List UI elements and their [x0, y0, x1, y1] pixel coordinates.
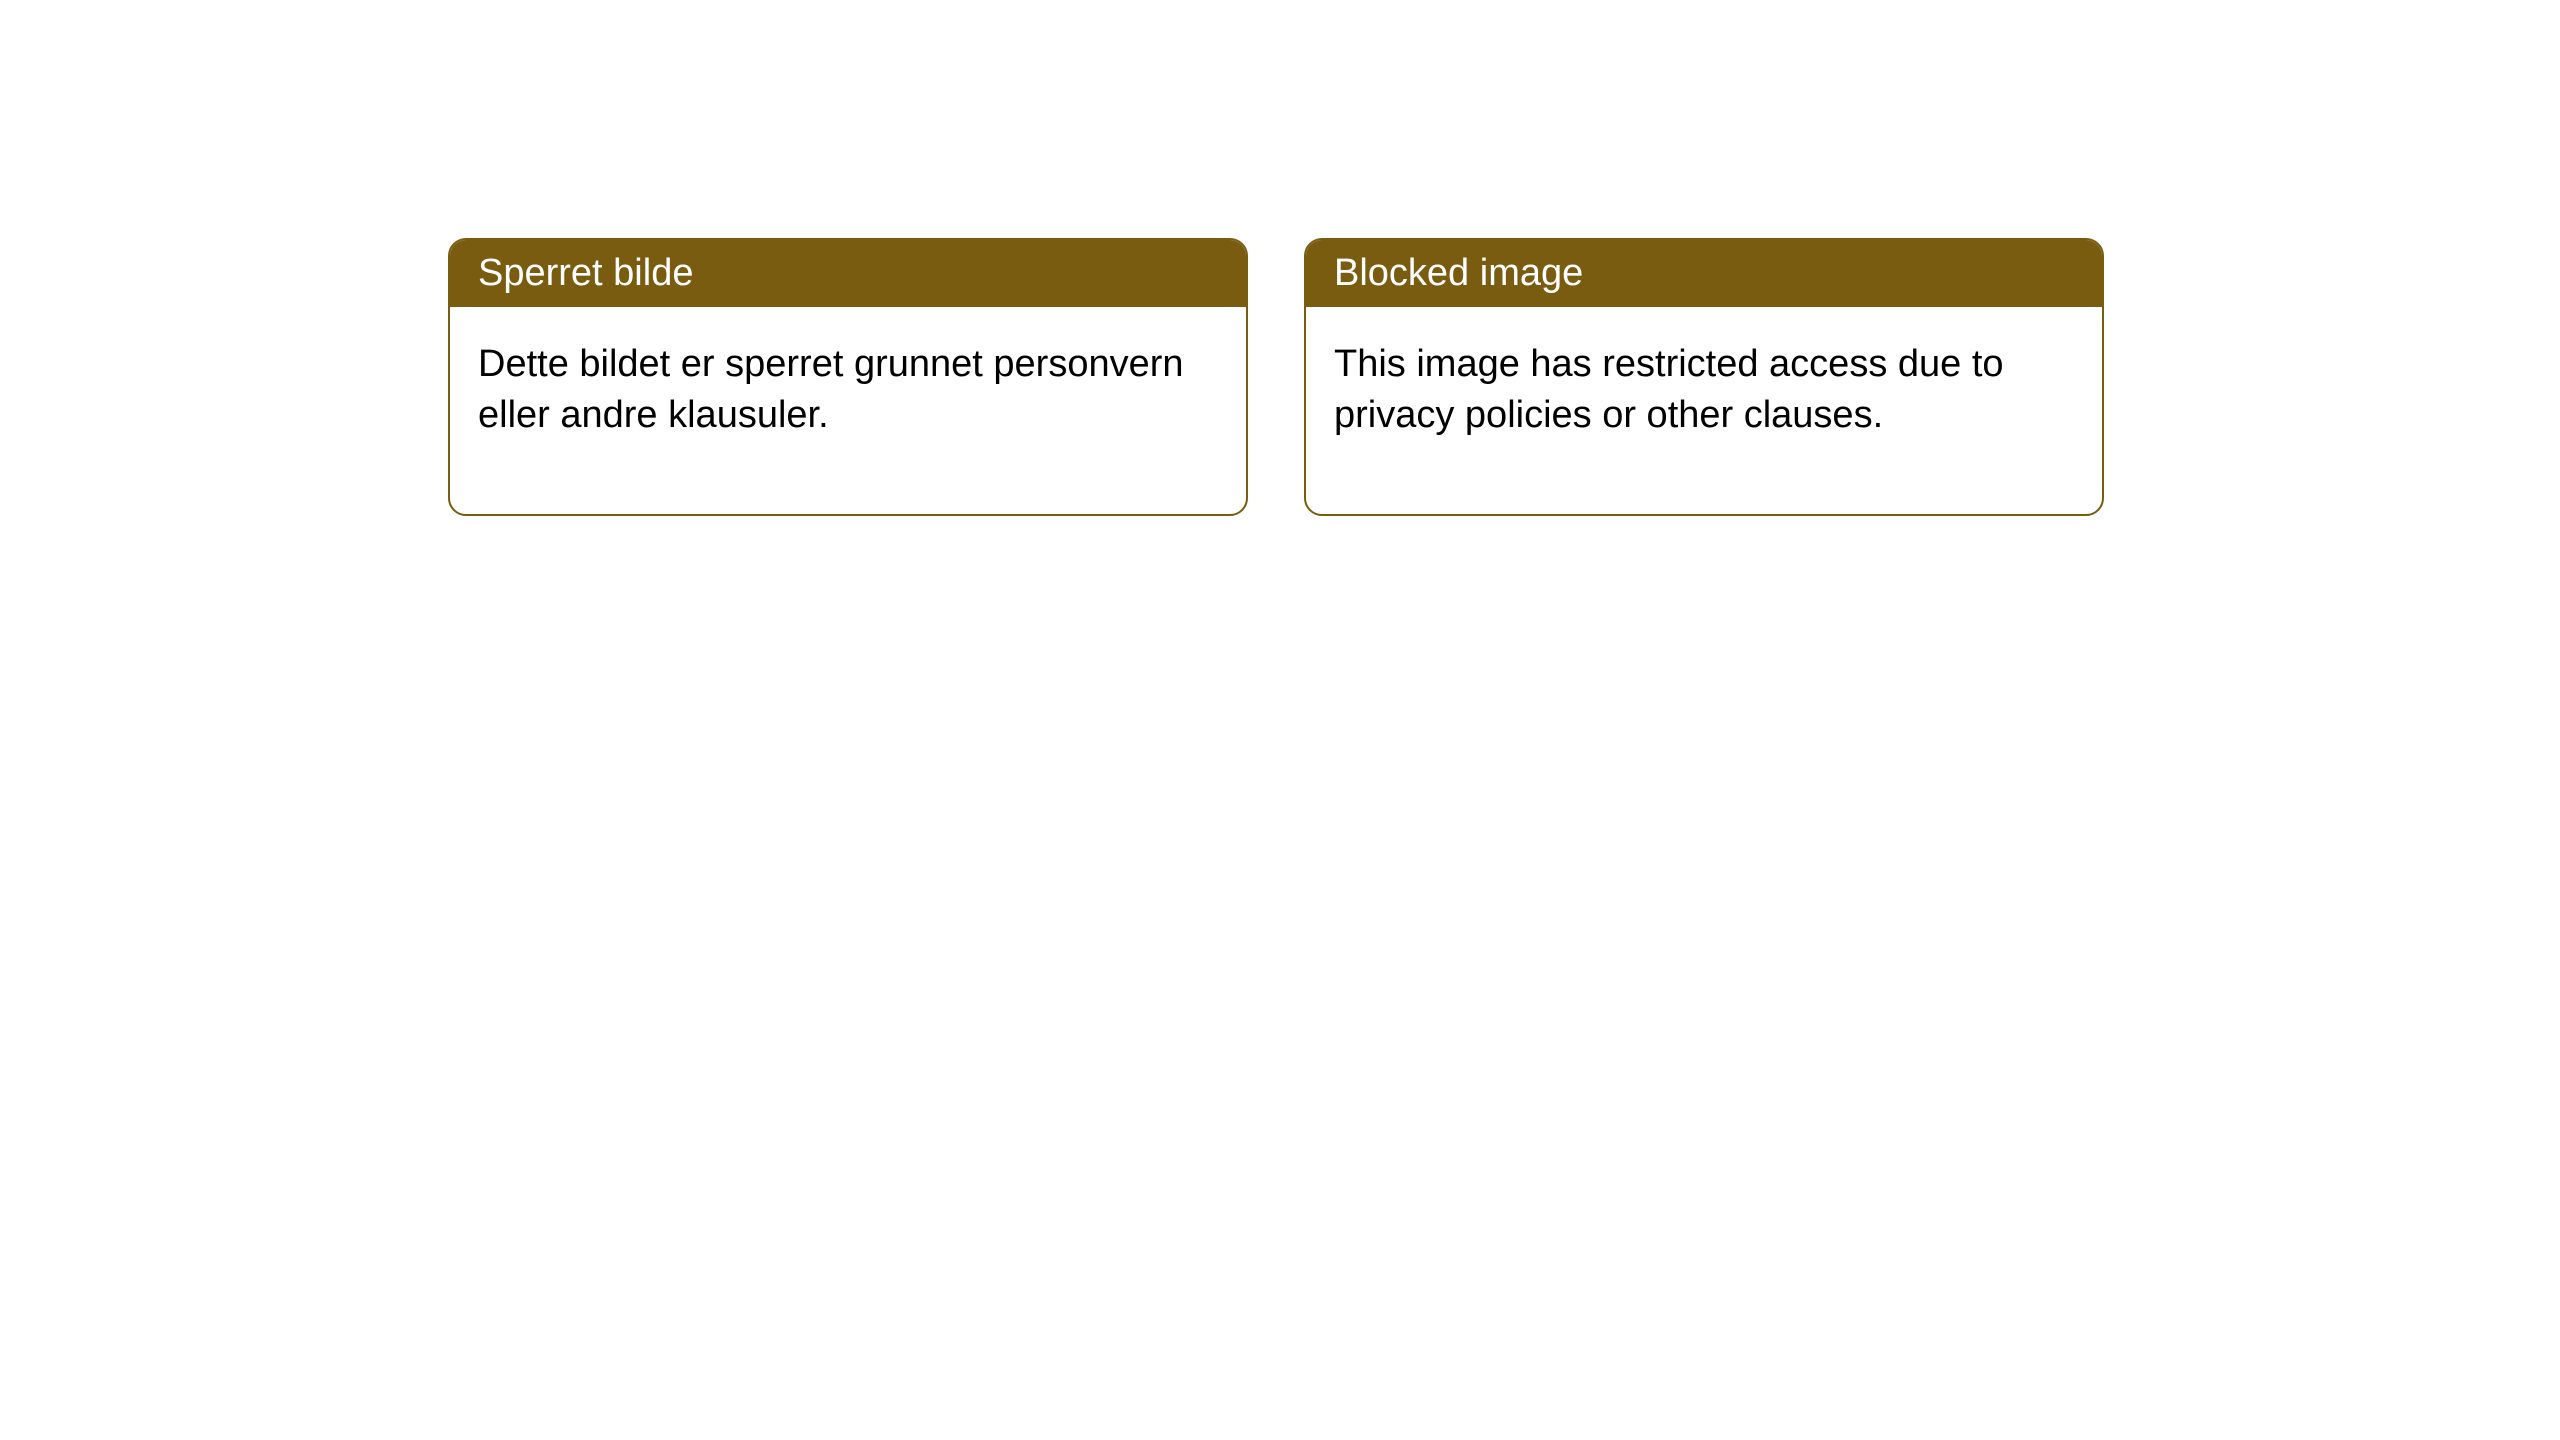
- notice-cards-container: Sperret bilde Dette bildet er sperret gr…: [448, 238, 2104, 516]
- notice-card-header: Sperret bilde: [450, 240, 1246, 307]
- notice-card-body: Dette bildet er sperret grunnet personve…: [450, 307, 1246, 514]
- notice-card-norwegian: Sperret bilde Dette bildet er sperret gr…: [448, 238, 1248, 516]
- notice-card-text: Dette bildet er sperret grunnet personve…: [478, 343, 1184, 436]
- notice-card-header: Blocked image: [1306, 240, 2102, 307]
- notice-card-title: Blocked image: [1334, 252, 1583, 294]
- notice-card-english: Blocked image This image has restricted …: [1304, 238, 2104, 516]
- notice-card-title: Sperret bilde: [478, 252, 693, 294]
- notice-card-text: This image has restricted access due to …: [1334, 343, 2004, 436]
- notice-card-body: This image has restricted access due to …: [1306, 307, 2102, 514]
